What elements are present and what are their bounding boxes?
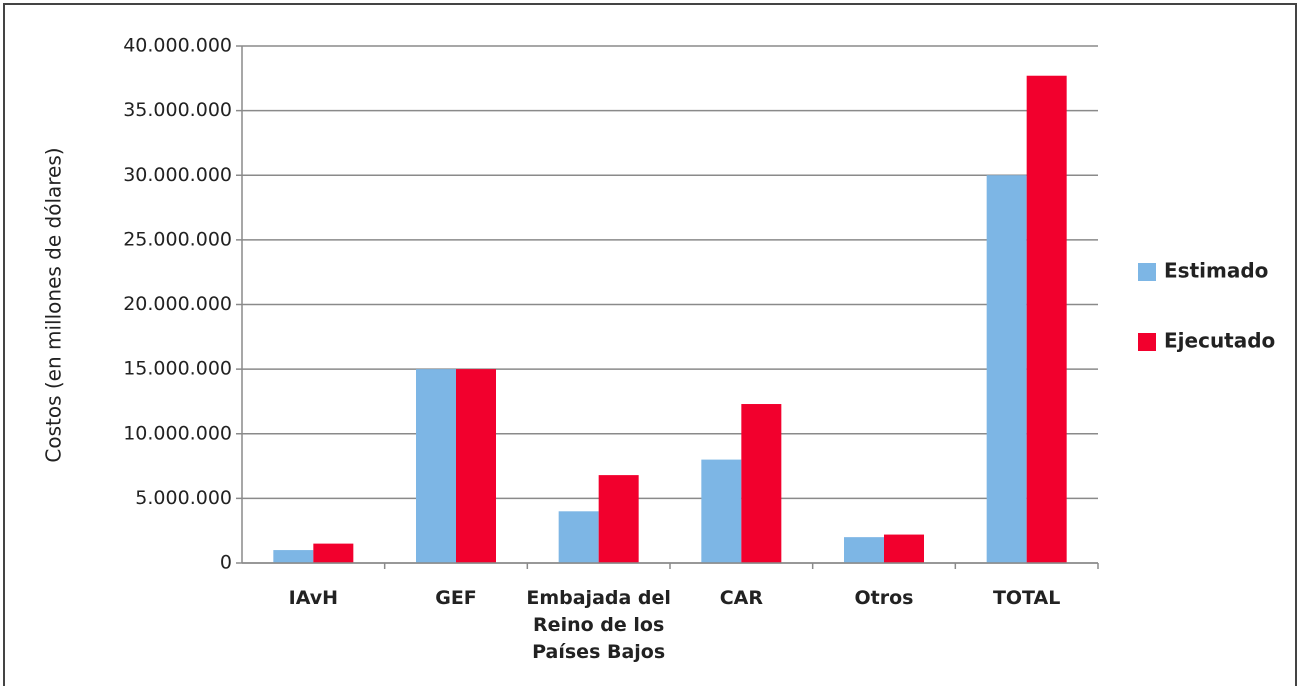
y-axis-title: Costos (en millones de dólares) xyxy=(42,147,66,462)
bar xyxy=(1026,75,1067,563)
y-tick-label: 15.000.000 xyxy=(123,358,232,380)
bar xyxy=(456,369,496,563)
x-tick-label-box: CAR xyxy=(719,587,763,609)
legend-swatch xyxy=(1138,263,1156,281)
x-tick-label: Embajada del Reino de los Países Bajos xyxy=(526,587,671,663)
bar xyxy=(884,534,924,563)
bar xyxy=(701,459,742,563)
bar xyxy=(558,511,599,563)
bar xyxy=(313,543,354,563)
bar xyxy=(741,404,782,563)
bar xyxy=(273,550,314,563)
bar xyxy=(416,369,456,563)
legend-swatch xyxy=(1138,333,1156,351)
x-tick-label: Otros xyxy=(854,587,914,609)
y-tick-label: 5.000.000 xyxy=(135,487,232,509)
bar xyxy=(986,175,1027,563)
x-tick-label-box: IAvH xyxy=(288,587,339,609)
bar xyxy=(844,537,884,563)
y-tick-label: 30.000.000 xyxy=(123,164,232,186)
x-tick-label-box: TOTAL xyxy=(992,587,1061,609)
legend-label: Estimado xyxy=(1164,259,1268,283)
legend-label: Ejecutado xyxy=(1164,329,1275,353)
x-tick-label: GEF xyxy=(435,587,477,609)
x-tick-label: TOTAL xyxy=(992,587,1061,609)
y-tick-label: 25.000.000 xyxy=(123,228,232,250)
y-tick-label: 35.000.000 xyxy=(123,99,232,121)
x-tick-label-box: Otros xyxy=(854,587,914,609)
x-tick-label: CAR xyxy=(719,587,763,609)
y-tick-label: 40.000.000 xyxy=(123,35,232,57)
x-tick-label-box: Embajada del Reino de los Países Bajos xyxy=(526,587,671,663)
bar xyxy=(598,475,639,563)
x-tick-label: IAvH xyxy=(288,587,339,609)
y-tick-label: 0 xyxy=(220,552,232,574)
y-tick-label: 20.000.000 xyxy=(123,293,232,315)
y-tick-label: 10.000.000 xyxy=(123,422,232,444)
frame xyxy=(3,3,1297,686)
x-tick-label-box: GEF xyxy=(435,587,477,609)
